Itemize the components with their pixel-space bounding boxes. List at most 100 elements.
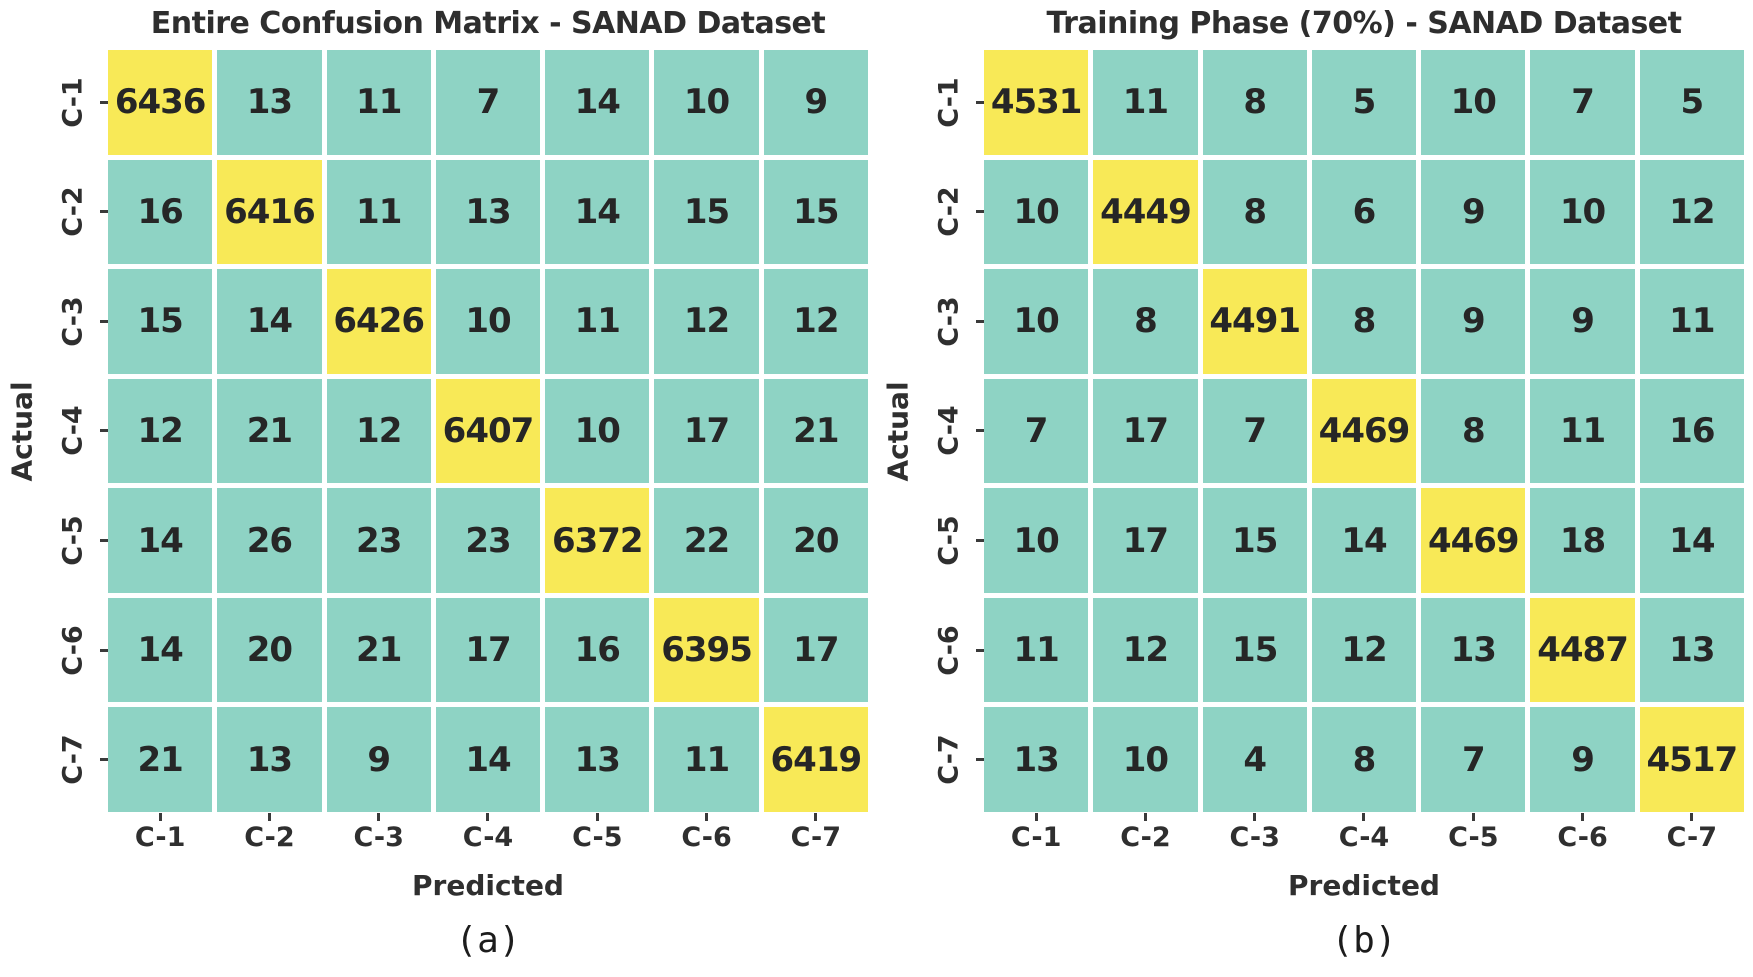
ytick: C-3 [44,269,108,374]
ytick: C-7 [920,707,984,812]
matrix-cell: 16 [1639,378,1744,484]
matrix-cell: 12 [1311,597,1417,703]
matrix-cell: 11 [326,159,431,265]
matrix-cell: 7 [1421,707,1526,812]
plot-area: Actual C-1 C-2 C-3 C-4 C-5 C-6 C-7 4531 11 8 5 10 7… [876,50,1752,812]
xtick-mark [486,813,490,821]
matrix-cell: 13 [217,50,322,155]
ytick-label: C-4 [57,405,89,457]
matrix-cell: 18 [1530,488,1635,593]
xtick-mark [1253,813,1257,821]
ytick-label: C-4 [933,405,965,457]
matrix-cell: 10 [984,269,1089,374]
ytick: C-2 [44,160,108,265]
matrix-cell: 11 [984,597,1089,703]
matrix-cell: 17 [763,597,868,703]
matrix-cell: 21 [217,378,322,484]
matrix-cell: 9 [1530,707,1635,812]
xtick: C-6 [654,813,758,853]
ytick: C-6 [44,598,108,703]
matrix-cell: 9 [763,50,868,155]
xtick-mark [1471,813,1475,821]
matrix-cell: 4531 [984,50,1089,155]
matrix-cell: 15 [654,159,759,265]
matrix-cell: 13 [1421,597,1526,703]
xtick: C-5 [545,813,649,853]
ytick-mark [100,210,108,214]
matrix-cell: 11 [1530,378,1635,484]
matrix-cell: 4469 [1421,488,1526,593]
panel-b: Training Phase (70%) - SANAD Dataset Act… [876,0,1752,977]
matrix-cell: 23 [326,488,431,593]
matrix-cell: 21 [763,378,868,484]
matrix-cell: 14 [1311,488,1417,593]
xtick: C-1 [108,813,212,853]
xtick: C-3 [327,813,431,853]
matrix-cell: 11 [1093,50,1198,155]
panel-caption: (a) [455,920,521,961]
xtick-mark [595,813,599,821]
ytick-label: C-7 [57,734,89,785]
matrix-cell: 6426 [326,269,431,374]
matrix-cell: 11 [1639,269,1744,374]
xtick-label: C-3 [1229,822,1280,853]
matrix-cell: 21 [326,597,431,703]
ytick-label: C-3 [933,296,965,347]
confusion-matrix-grid: 6436 13 11 7 14 10 9 16 6416 11 13 14 15 15 15 14 6426 10… [108,50,868,812]
y-axis-label-wrap: Actual [0,50,44,812]
matrix-cell: 9 [1421,269,1526,374]
ytick-label: C-2 [57,186,89,238]
xtick-label: C-3 [353,822,404,853]
xtick-mark [814,813,818,821]
xtick: C-7 [764,813,868,853]
xtick-mark [1034,813,1038,821]
matrix-cell: 10 [1093,707,1198,812]
ytick-mark [100,100,108,104]
xtick-mark [1362,813,1366,821]
matrix-cell: 6416 [217,159,322,265]
matrix-cell: 10 [984,159,1089,265]
xtick-label: C-2 [244,822,295,853]
matrix-cell: 14 [108,488,213,593]
y-axis-label: Actual [5,380,39,482]
matrix-cell: 10 [654,50,759,155]
ytick-label: C-1 [57,77,89,128]
ytick-label: C-2 [933,186,965,238]
matrix-cell: 8 [1202,159,1307,265]
ytick-mark [100,429,108,433]
matrix-cell: 15 [1202,488,1307,593]
xtick-label: C-1 [134,822,186,853]
matrix-cell: 4449 [1093,159,1198,265]
xtick-mark [705,813,709,821]
title-row: Entire Confusion Matrix - SANAD Dataset [0,0,876,50]
matrix-cell: 4 [1202,707,1307,812]
ytick-label: C-3 [57,296,89,347]
ytick-mark [100,539,108,543]
xtick-mark [1690,813,1694,821]
matrix-cell: 13 [984,707,1089,812]
matrix-cell: 15 [763,159,868,265]
matrix-cell: 4469 [1311,378,1417,484]
ytick: C-7 [44,707,108,812]
ytick: C-3 [920,269,984,374]
xtick-label: C-7 [790,822,842,853]
matrix-cell: 26 [217,488,322,593]
matrix-cell: 14 [545,159,650,265]
matrix-cell: 10 [545,378,650,484]
ytick-mark [100,319,108,323]
matrix-cell: 10 [1530,159,1635,265]
matrix-cell: 6 [1311,159,1417,265]
xtick: C-7 [1640,813,1744,853]
xtick-mark [1581,813,1585,821]
ytick-mark [976,539,984,543]
matrix-cell: 14 [1639,488,1744,593]
xtick: C-3 [1203,813,1307,853]
matrix-cell: 8 [1311,269,1417,374]
ytick-label: C-5 [57,515,89,566]
matrix-cell: 22 [654,488,759,593]
ytick-label: C-6 [57,624,89,676]
matrix-cell: 12 [108,378,213,484]
xtick: C-5 [1421,813,1525,853]
chart-title: Training Phase (70%) - SANAD Dataset [1046,6,1682,41]
